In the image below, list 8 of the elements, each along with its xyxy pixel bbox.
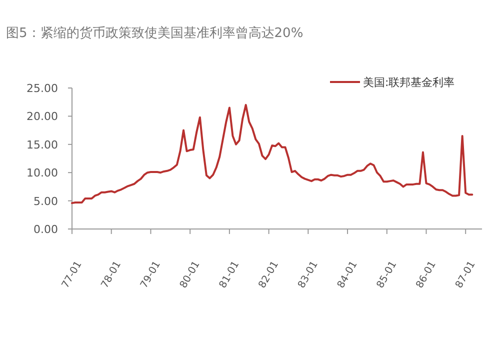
y-tick-label: 0.00 xyxy=(34,223,58,236)
chart-title: 图5：紧缩的货币政策致使美国基准利率曾高达20% xyxy=(6,25,304,41)
y-tick-label: 25.00 xyxy=(26,82,58,95)
legend-label: 美国:联邦基金利率 xyxy=(363,76,455,89)
y-tick-label: 5.00 xyxy=(34,194,58,208)
y-tick-label: 10.00 xyxy=(26,166,58,180)
y-tick-label: 20.00 xyxy=(26,110,58,124)
y-tick-label: 15.00 xyxy=(26,138,58,152)
